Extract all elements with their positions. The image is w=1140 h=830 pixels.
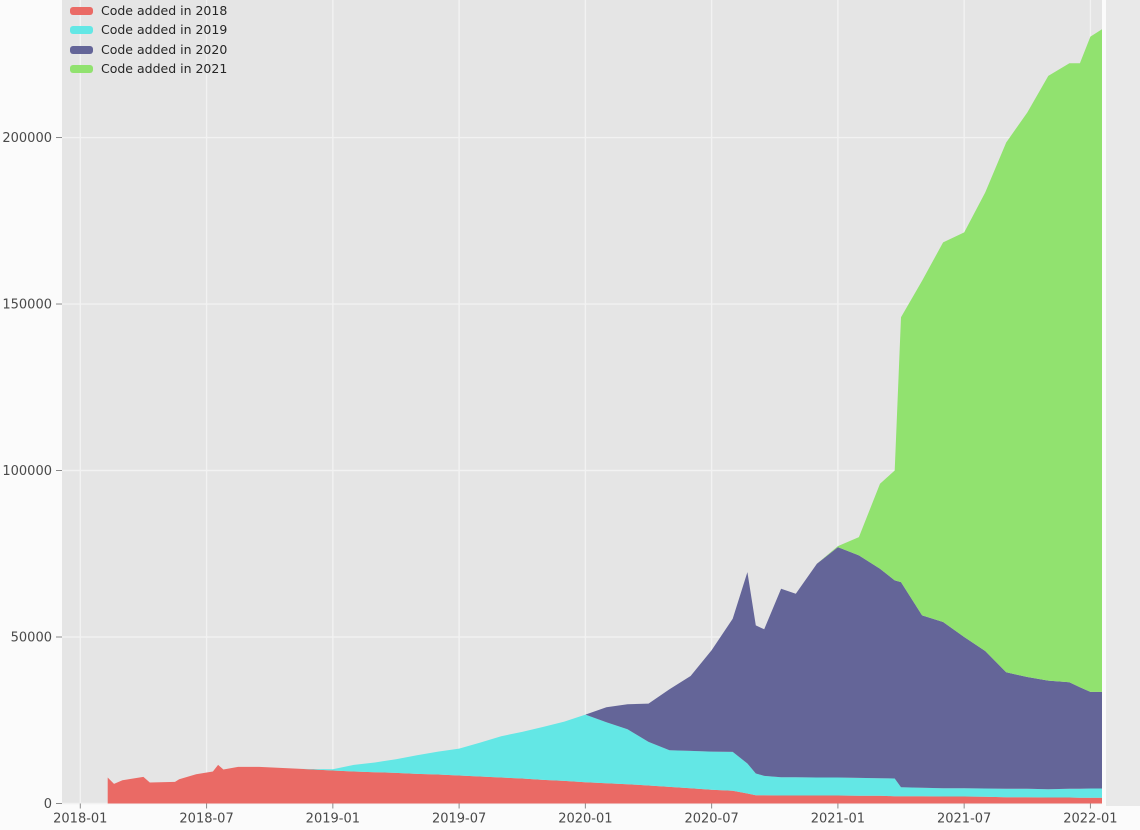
x-tick-label: 2022-01 [1063, 812, 1117, 827]
x-tick-label: 2018-01 [53, 812, 107, 827]
area-code-added-in-2019 [107, 714, 1102, 798]
legend-item-label: Code added in 2019 [101, 22, 228, 37]
y-tick-label: 0 [44, 797, 52, 812]
legend-item-label: Code added in 2018 [101, 2, 228, 18]
legend-swatch-2019 [70, 26, 93, 35]
legend-item: Code added in 2018 [70, 3, 227, 19]
x-tick-label: 2019-01 [306, 812, 360, 827]
legend-item: Code added in 2021 [70, 62, 227, 78]
legend-swatch-2018 [70, 6, 93, 15]
x-tick-label: 2021-07 [937, 812, 991, 827]
legend-item-label: Code added in 2020 [101, 41, 228, 57]
x-tick-label: 2020-07 [684, 812, 738, 827]
legend: Code added in 2018 Code added in 2019 Code… [70, 3, 227, 77]
y-tick-label: 150000 [2, 298, 52, 313]
page-background-strip [1106, 0, 1140, 806]
y-tick-label: 50000 [11, 631, 52, 646]
legend-item-label: Code added in 2021 [101, 61, 228, 76]
legend-swatch-2020 [70, 45, 93, 54]
legend-item: Code added in 2020 [70, 42, 227, 58]
y-tick-label: 100000 [2, 464, 52, 479]
x-tick-label: 2020-01 [558, 812, 612, 827]
y-tick-label: 200000 [2, 131, 52, 146]
legend-item: Code added in 2019 [70, 23, 227, 39]
legend-swatch-2021 [70, 65, 93, 74]
x-tick-label: 2019-07 [432, 812, 486, 827]
area-code-added-in-2018 [107, 764, 1102, 804]
x-tick-label: 2021-01 [811, 812, 865, 827]
area-code-added-in-2020 [107, 547, 1102, 790]
x-tick-label: 2018-07 [179, 812, 233, 827]
area-code-added-in-2021 [107, 29, 1102, 784]
